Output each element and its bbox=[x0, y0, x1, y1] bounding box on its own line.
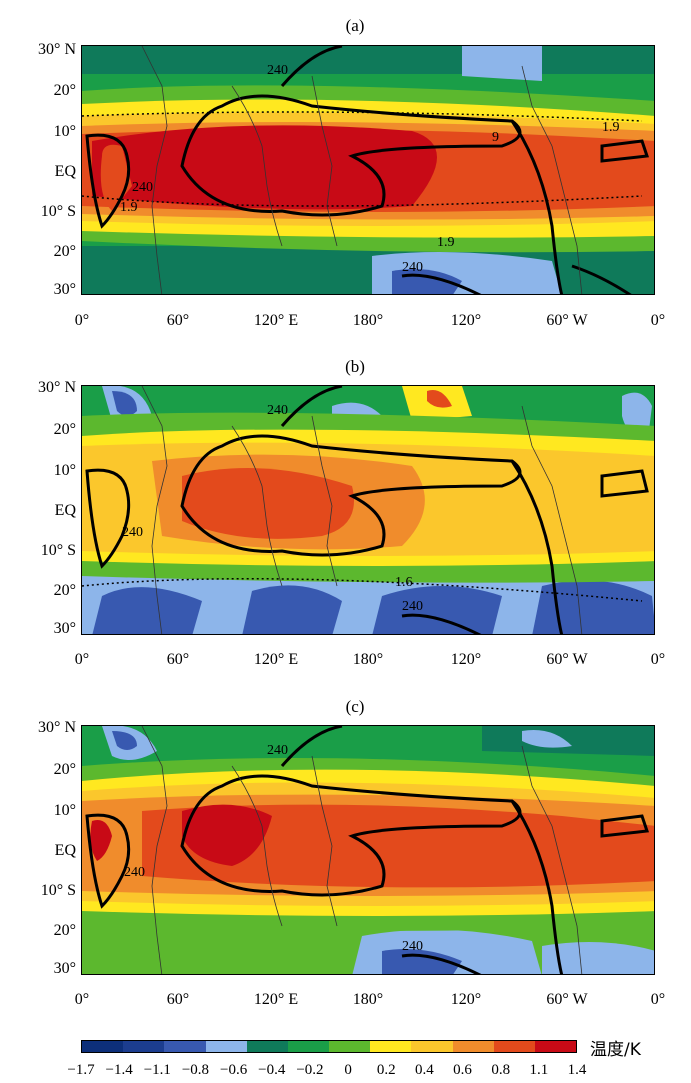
colorbar-tick-label: −0.2 bbox=[296, 1062, 324, 1078]
x-tick: 180° bbox=[352, 312, 384, 329]
panel-c-title: (c) bbox=[345, 697, 365, 716]
colorbar-tick-label: 1.4 bbox=[567, 1062, 587, 1078]
colorbar bbox=[81, 1040, 577, 1053]
colorbar-tick-label: −1.7 bbox=[67, 1062, 95, 1078]
x-tick: 0° bbox=[74, 991, 90, 1008]
panel-b-map: 240 240 1.6 240 bbox=[81, 385, 655, 635]
y-tick: 30° bbox=[53, 960, 76, 977]
y-tick: 30° N bbox=[38, 41, 76, 58]
colorbar-swatch bbox=[82, 1041, 124, 1052]
x-tick: 0° bbox=[74, 651, 90, 668]
y-tick: 10° bbox=[53, 123, 76, 140]
colorbar-tick-label: 0.8 bbox=[491, 1062, 511, 1078]
colorbar-tick-label: 0 bbox=[344, 1062, 352, 1078]
y-tick: 30° bbox=[53, 620, 76, 637]
colorbar-swatch bbox=[493, 1041, 535, 1052]
contour-label: 9 bbox=[492, 130, 499, 145]
colorbar-swatch bbox=[329, 1041, 371, 1052]
panel-c-map: 240 240 240 bbox=[81, 725, 655, 975]
contour-label: 1.6 bbox=[395, 575, 413, 590]
x-tick: 60° bbox=[166, 991, 190, 1008]
x-tick: 180° bbox=[352, 651, 384, 668]
colorbar-swatch bbox=[452, 1041, 494, 1052]
colorbar-swatch bbox=[205, 1041, 247, 1052]
x-tick: 0° bbox=[74, 312, 90, 329]
colorbar-swatch bbox=[534, 1041, 577, 1052]
contour-label: 240 bbox=[267, 63, 288, 78]
panel-c-svg: 240 240 240 bbox=[82, 726, 654, 974]
contour-label: 240 bbox=[122, 525, 143, 540]
x-tick: 0° bbox=[650, 651, 666, 668]
x-tick: 60° bbox=[166, 651, 190, 668]
y-tick: 10° bbox=[53, 462, 76, 479]
y-tick: 10° S bbox=[40, 542, 76, 559]
y-tick: 10° S bbox=[40, 882, 76, 899]
y-tick: EQ bbox=[54, 502, 76, 519]
contour-label: 240 bbox=[402, 599, 423, 614]
y-tick: 20° bbox=[53, 243, 76, 260]
colorbar-unit: 温度/K bbox=[590, 1040, 641, 1060]
x-tick: 60° W bbox=[546, 991, 588, 1008]
x-tick: 120° E bbox=[253, 312, 299, 329]
y-tick: 20° bbox=[53, 421, 76, 438]
colorbar-tick-label: 0.2 bbox=[376, 1062, 396, 1078]
x-tick: 120° E bbox=[253, 991, 299, 1008]
contour-label: 240 bbox=[267, 743, 288, 758]
y-tick: 30° N bbox=[38, 719, 76, 736]
y-tick: 20° bbox=[53, 761, 76, 778]
x-tick: 60° bbox=[166, 312, 190, 329]
x-tick: 120° bbox=[450, 651, 482, 668]
contour-label: 240 bbox=[124, 865, 145, 880]
colorbar-tick-label: −1.1 bbox=[143, 1062, 171, 1078]
x-tick: 180° bbox=[352, 991, 384, 1008]
y-tick: 20° bbox=[53, 82, 76, 99]
colorbar-tick-label: 0.6 bbox=[453, 1062, 472, 1078]
colorbar-swatch bbox=[164, 1041, 206, 1052]
y-tick: EQ bbox=[54, 842, 76, 859]
colorbar-swatch bbox=[123, 1041, 165, 1052]
y-tick: 30° bbox=[53, 281, 76, 298]
contour-label: 240 bbox=[402, 260, 423, 275]
panel-b-title: (b) bbox=[345, 357, 365, 376]
y-tick: 10° S bbox=[40, 203, 76, 220]
colorbar-swatch bbox=[287, 1041, 330, 1052]
x-tick: 0° bbox=[650, 312, 666, 329]
panel-a-title: (a) bbox=[345, 16, 365, 35]
colorbar-tick-label: −0.4 bbox=[258, 1062, 286, 1078]
y-tick: 20° bbox=[53, 582, 76, 599]
colorbar-tick-label: 1.1 bbox=[529, 1062, 549, 1078]
x-tick: 120° bbox=[450, 312, 482, 329]
y-tick: 30° N bbox=[38, 379, 76, 396]
contour-label: 1.9 bbox=[602, 120, 620, 135]
colorbar-swatch bbox=[246, 1041, 288, 1052]
x-tick: 120° E bbox=[253, 651, 299, 668]
x-tick: 0° bbox=[650, 991, 666, 1008]
contour-label: 240 bbox=[402, 939, 423, 954]
x-tick: 60° W bbox=[546, 651, 588, 668]
colorbar-tick-label: −1.4 bbox=[105, 1062, 133, 1078]
x-tick: 60° W bbox=[546, 312, 588, 329]
colorbar-tick-label: −0.6 bbox=[220, 1062, 248, 1078]
y-tick: 20° bbox=[53, 922, 76, 939]
contour-label: 1.9 bbox=[437, 235, 455, 250]
panel-b-svg: 240 240 1.6 240 bbox=[82, 386, 654, 634]
colorbar-tick-label: −0.8 bbox=[181, 1062, 210, 1078]
panel-a-svg: 240 1.9 240 1.9 1.9 240 9 bbox=[82, 46, 654, 294]
x-tick: 120° bbox=[450, 991, 482, 1008]
y-tick: EQ bbox=[54, 163, 76, 180]
colorbar-swatch bbox=[411, 1041, 453, 1052]
y-tick: 10° bbox=[53, 802, 76, 819]
contour-label: 240 bbox=[267, 403, 288, 418]
contour-label: 1.9 bbox=[120, 200, 138, 215]
colorbar-tick-label: 0.4 bbox=[415, 1062, 434, 1078]
contour-label: 240 bbox=[132, 180, 153, 195]
colorbar-swatch bbox=[370, 1041, 412, 1052]
panel-a-map: 240 1.9 240 1.9 1.9 240 9 bbox=[81, 45, 655, 295]
